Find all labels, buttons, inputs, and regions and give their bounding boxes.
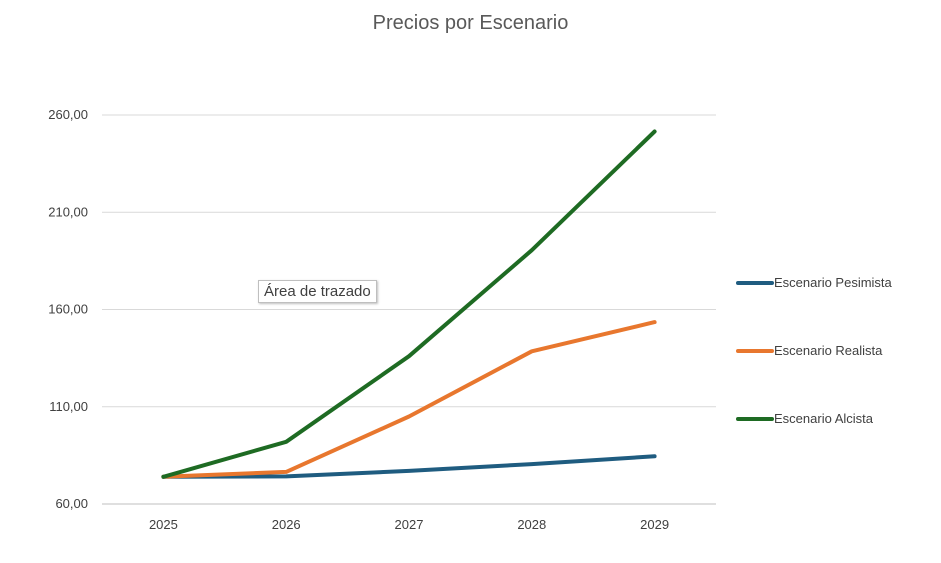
plot-area-tooltip: Área de trazado [258,280,377,303]
x-tick-label: 2028 [517,517,546,532]
y-tick-label: 260,00 [48,107,88,122]
legend-label-2: Escenario Realista [774,343,883,358]
series-line-1 [161,454,657,479]
x-tick-label: 2029 [640,517,669,532]
series-line-2 [161,320,657,479]
y-tick-label: 210,00 [48,204,88,219]
legend-label-1: Escenario Pesimista [774,275,893,290]
x-tick-label: 2025 [149,517,178,532]
legend-label-3: Escenario Alcista [774,411,874,426]
y-tick-label: 160,00 [48,302,88,317]
series-line-3 [161,129,657,479]
x-tick-label: 2026 [272,517,301,532]
y-tick-label: 110,00 [49,399,88,414]
y-tick-label: 60,00 [55,496,88,511]
x-tick-label: 2027 [395,517,424,532]
chart-title: Precios por Escenario [372,12,569,34]
